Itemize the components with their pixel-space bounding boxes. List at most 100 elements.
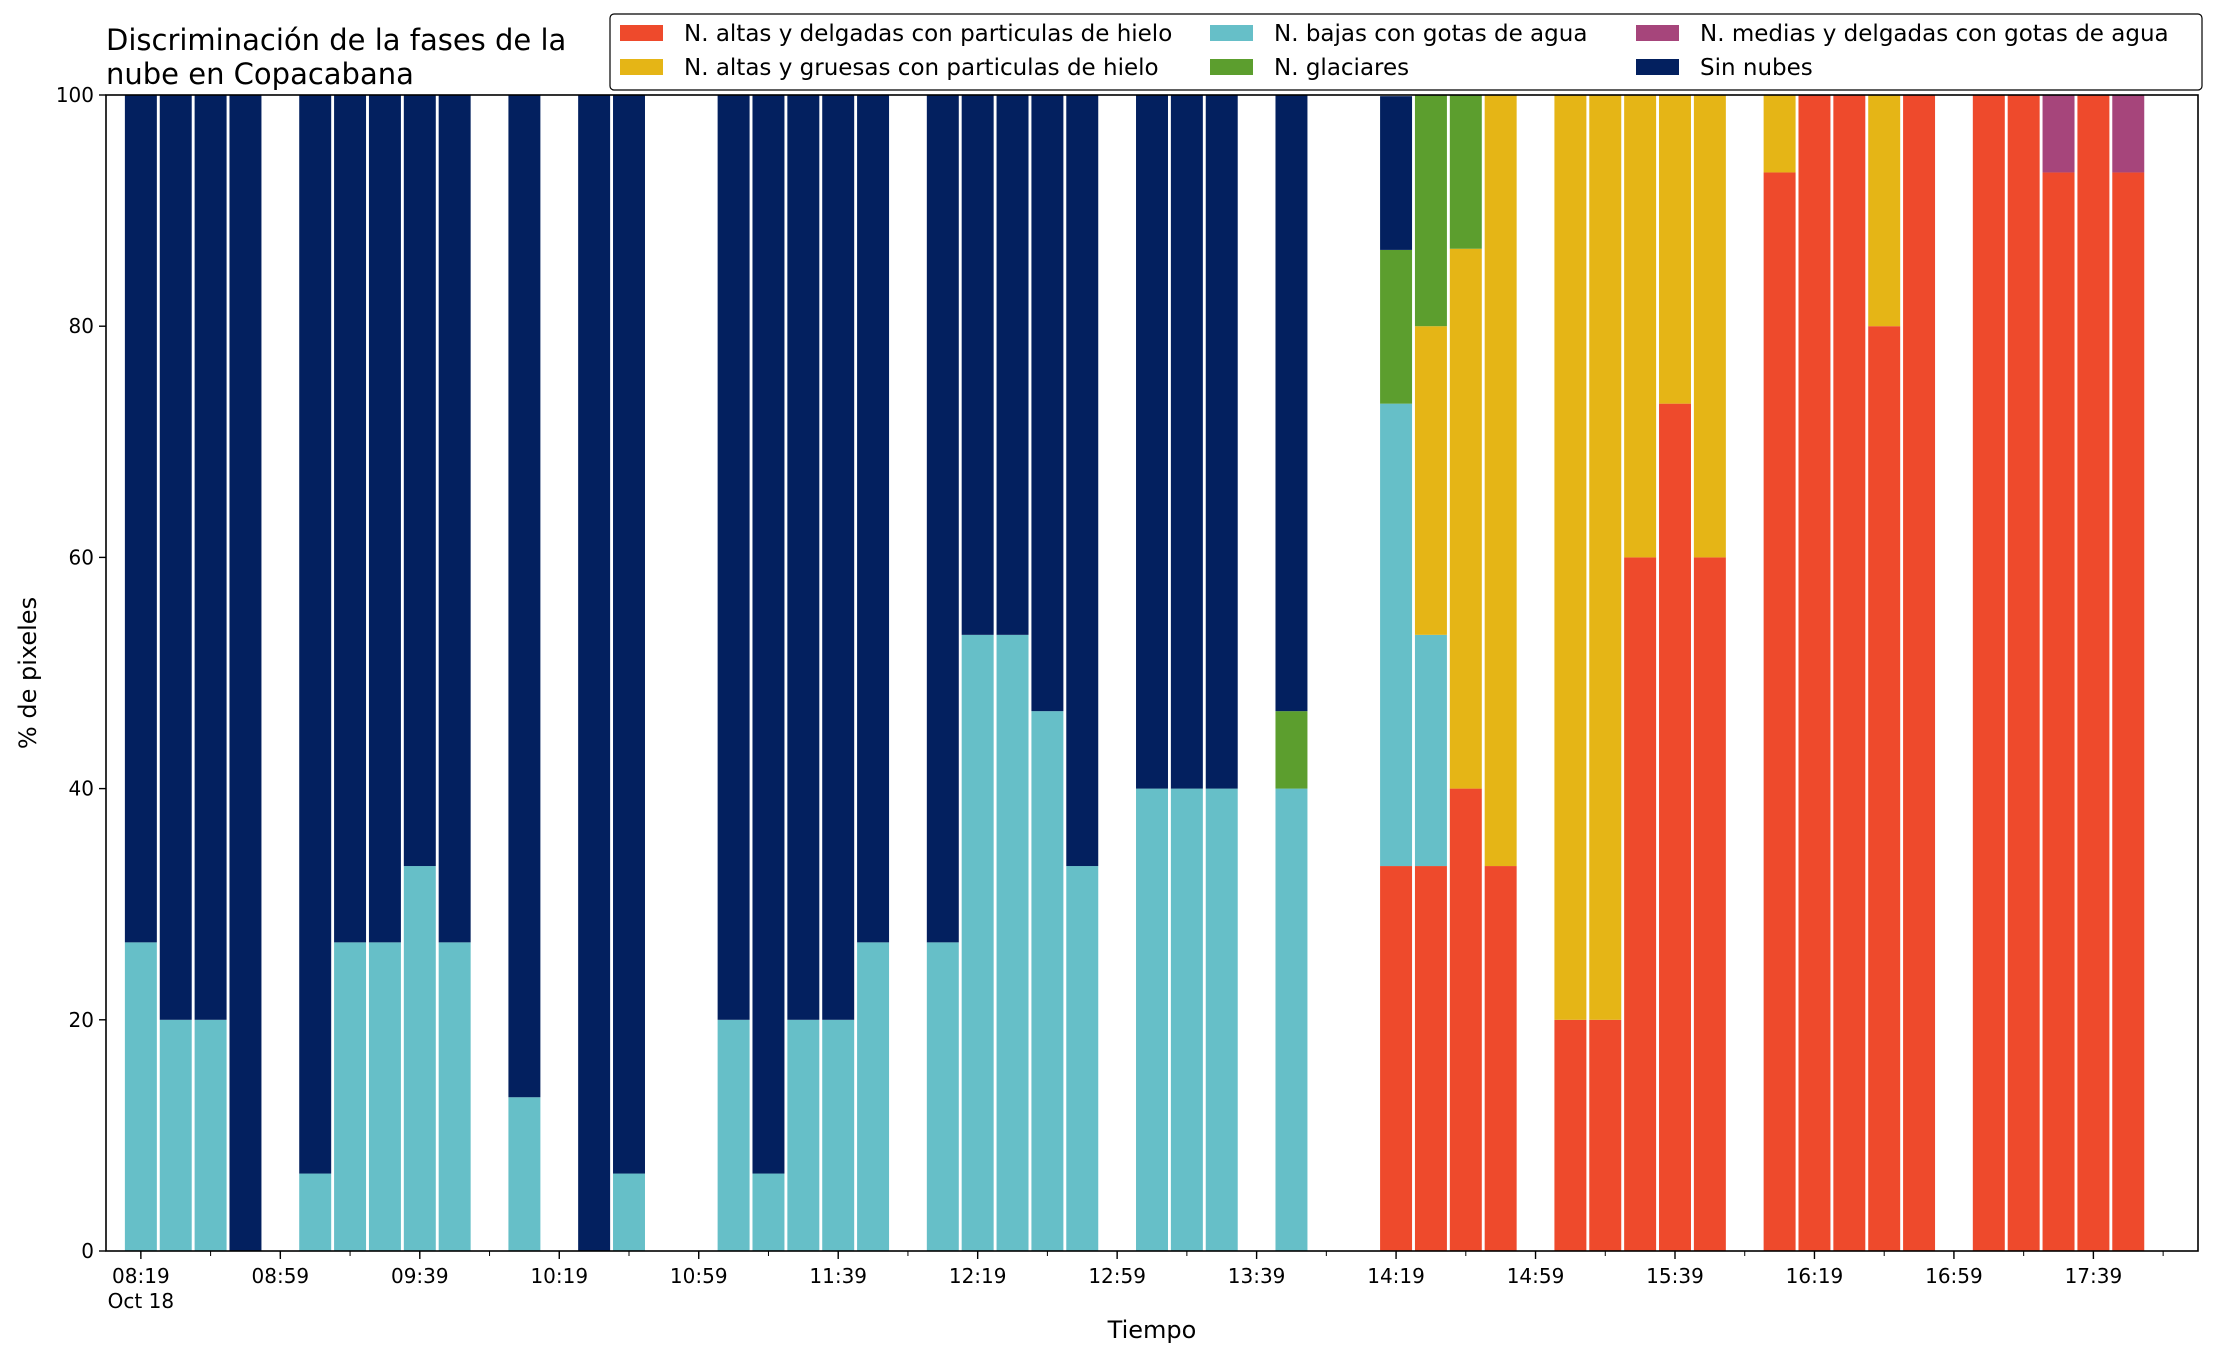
bar-segment-16-1 <box>857 942 890 1251</box>
bar-segment-12-5 <box>717 95 750 1020</box>
y-axis-label: % de pixeles <box>14 597 42 749</box>
bar-segment-19-5 <box>996 95 1029 635</box>
bar-segment-26-1 <box>1380 403 1413 867</box>
bar-segment-6-1 <box>368 942 401 1251</box>
bar-segment-34-0 <box>1693 557 1726 1251</box>
x-tick-label-5: 11:39 <box>809 1264 867 1288</box>
bar-segment-41-0 <box>2007 95 2040 1251</box>
bar-segment-28-0 <box>1449 788 1482 1251</box>
bar-segment-26-5 <box>1380 96 1413 250</box>
y-tick-label-0: 0 <box>81 1239 94 1263</box>
bar-segment-26-3 <box>1380 249 1413 404</box>
bar-segment-7-5 <box>403 95 436 867</box>
x-tick-label-10: 14:59 <box>1507 1264 1565 1288</box>
legend-swatch-0 <box>620 25 663 41</box>
legend-label-4: N. medias y delgadas con gotas de agua <box>1700 21 2169 47</box>
bar-segment-29-2 <box>1484 95 1517 867</box>
x-tick-label-1: 08:59 <box>252 1264 310 1288</box>
bar-segment-24-1 <box>1205 788 1238 1251</box>
bar-segment-38-0 <box>1868 326 1901 1251</box>
bar-segment-20-5 <box>1031 95 1064 712</box>
bar-segment-14-1 <box>787 1019 820 1251</box>
bar-segment-21-5 <box>1066 95 1099 867</box>
bar-segment-5-5 <box>334 95 367 943</box>
x-tick-label-4: 10:59 <box>670 1264 728 1288</box>
bar-segment-22-5 <box>1136 95 1168 789</box>
bar-segment-25-5 <box>1275 95 1308 712</box>
bar-segment-25-1 <box>1275 788 1308 1251</box>
bar-segment-5-1 <box>334 942 367 1251</box>
legend-swatch-2 <box>1210 25 1253 41</box>
bar-segment-9-1 <box>508 1097 541 1251</box>
chart-title-line-1: Discriminación de la fases de la <box>106 23 566 57</box>
bar-segment-36-0 <box>1798 95 1831 1251</box>
bar-segment-7-1 <box>403 866 436 1251</box>
bar-segment-32-2 <box>1624 95 1657 558</box>
bar-segment-30-2 <box>1554 95 1587 1020</box>
bar-segment-42-4 <box>2042 95 2075 173</box>
bar-segment-25-3 <box>1275 711 1308 789</box>
bar-segment-35-2 <box>1763 95 1796 173</box>
y-tick-label-5: 100 <box>56 83 94 107</box>
bar-segment-17-5 <box>926 95 959 943</box>
x-tick-label-0: 08:19 <box>112 1264 170 1288</box>
bar-segment-8-1 <box>438 942 471 1251</box>
bar-segment-12-1 <box>717 1019 750 1251</box>
bars-layer <box>124 95 2145 1252</box>
bar-segment-2-1 <box>194 1019 227 1251</box>
bar-segment-2-5 <box>194 95 227 1020</box>
bar-segment-16-5 <box>857 95 890 943</box>
x-date-label: Oct 18 <box>108 1289 174 1313</box>
bar-segment-42-0 <box>2042 172 2075 1252</box>
bar-segment-39-0 <box>1903 95 1936 1251</box>
bar-segment-27-2 <box>1414 326 1447 635</box>
bar-segment-0-1 <box>124 942 157 1251</box>
bar-segment-8-5 <box>438 95 471 943</box>
legend-label-5: Sin nubes <box>1700 55 1813 81</box>
bar-segment-23-1 <box>1170 788 1203 1251</box>
bar-segment-1-1 <box>159 1019 192 1251</box>
legend-label-1: N. altas y gruesas con particulas de hie… <box>684 55 1159 81</box>
bar-segment-34-2 <box>1693 95 1726 558</box>
legend-label-0: N. altas y delgadas con particulas de hi… <box>684 21 1172 47</box>
y-tick-label-2: 40 <box>69 777 94 801</box>
legend-label-3: N. glaciares <box>1274 55 1409 81</box>
bar-segment-28-2 <box>1449 248 1482 789</box>
x-tick-label-2: 09:39 <box>391 1264 449 1288</box>
bar-segment-22-1 <box>1136 788 1168 1251</box>
bar-segment-27-3 <box>1414 95 1447 327</box>
bar-segment-13-1 <box>752 1173 785 1251</box>
bar-segment-31-2 <box>1589 95 1622 1020</box>
x-tick-label-14: 17:39 <box>2065 1264 2123 1288</box>
x-tick-label-7: 12:59 <box>1088 1264 1146 1288</box>
x-tick-label-11: 15:39 <box>1646 1264 1704 1288</box>
bar-segment-6-5 <box>368 95 401 943</box>
bar-segment-19-1 <box>996 634 1029 1251</box>
legend-swatch-3 <box>1210 59 1253 75</box>
chart-title-line-2: nube en Copacabana <box>106 57 414 91</box>
bar-segment-38-2 <box>1868 95 1901 327</box>
bar-segment-44-4 <box>2112 95 2145 173</box>
legend-box <box>609 13 2203 91</box>
bar-segment-1-5 <box>159 95 192 1020</box>
bar-segment-33-0 <box>1659 403 1691 1251</box>
bar-segment-28-3 <box>1449 95 1482 249</box>
bar-segment-18-1 <box>961 634 994 1251</box>
bar-segment-30-0 <box>1554 1019 1587 1251</box>
bar-segment-11-1 <box>613 1173 645 1251</box>
bar-segment-27-0 <box>1414 866 1447 1251</box>
bar-segment-13-5 <box>752 95 785 1174</box>
bar-segment-33-2 <box>1659 95 1691 404</box>
bar-segment-27-1 <box>1414 634 1447 867</box>
bar-segment-15-5 <box>822 95 855 1020</box>
bar-segment-17-1 <box>926 942 959 1251</box>
legend-label-2: N. bajas con gotas de agua <box>1274 21 1587 47</box>
x-tick-label-9: 14:19 <box>1367 1264 1425 1288</box>
bar-segment-37-0 <box>1833 95 1866 1251</box>
bar-segment-9-5 <box>508 95 541 1098</box>
bar-segment-3-5 <box>229 95 262 1251</box>
bar-segment-11-5 <box>613 95 645 1174</box>
legend-swatch-1 <box>620 59 663 75</box>
bar-segment-4-1 <box>299 1173 332 1251</box>
